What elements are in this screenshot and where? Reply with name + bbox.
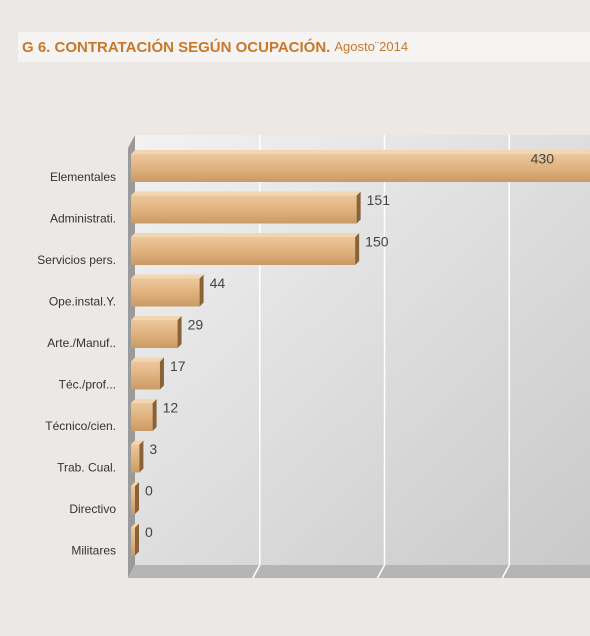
value-label: 0: [145, 524, 153, 540]
bar: [131, 237, 356, 265]
bar: [131, 195, 357, 224]
title-sub: Agosto¨2014: [334, 39, 408, 54]
bars: [131, 150, 590, 556]
y-tick-label: Trab. Cual.: [57, 461, 116, 475]
y-tick-label: Elementales: [50, 170, 116, 184]
labels: Elementales 430 Administrati. 151 Servicios …: [37, 151, 554, 558]
bar-top: [131, 191, 361, 196]
value-label: 12: [163, 400, 179, 416]
bar-top: [131, 482, 139, 486]
bar: [131, 403, 153, 431]
bar: [131, 361, 160, 390]
bar-top: [131, 150, 590, 154]
bar: [131, 278, 200, 307]
bar-end: [135, 523, 139, 556]
value-label: 0: [145, 483, 153, 499]
bar-top: [131, 440, 144, 445]
value-label: 17: [170, 358, 186, 374]
value-label: 44: [210, 275, 226, 291]
value-label: 150: [365, 234, 389, 250]
bar: [131, 444, 140, 473]
value-label: 151: [367, 192, 391, 208]
value-label: 3: [149, 441, 157, 457]
bar-top: [131, 523, 139, 528]
bar: [131, 320, 178, 348]
y-tick-label: Directivo: [69, 502, 116, 516]
bar-end: [177, 316, 182, 348]
bar-end: [355, 233, 360, 265]
bar-end: [356, 191, 361, 224]
chart-title: G 6. CONTRATACIÓN SEGÚN OCUPACIÓN. Agosto…: [22, 38, 408, 56]
y-tick-label: Técnico/cien.: [45, 419, 116, 433]
value-label: 430: [531, 151, 555, 167]
bar-end: [135, 482, 139, 514]
floor-line: [252, 564, 261, 579]
bar: [131, 527, 135, 556]
bar-top: [131, 274, 204, 279]
bar: [131, 154, 590, 182]
y-tick-label: Servicios pers.: [37, 253, 116, 267]
title-strip: [18, 32, 590, 62]
bar: [131, 486, 135, 514]
floor: [128, 565, 590, 578]
bar-top: [131, 399, 157, 403]
y-tick-label: Ope.instal.Y.: [49, 295, 116, 309]
bar-end: [199, 274, 204, 307]
bar-top: [131, 357, 164, 362]
y-tick-label: Arte./Manuf..: [47, 336, 116, 350]
value-label: 29: [188, 317, 204, 333]
y-tick-label: Administrati.: [50, 212, 116, 226]
y-tick-label: Téc./prof...: [59, 378, 116, 392]
y-tick-label: Militares: [71, 544, 116, 558]
bar-top: [131, 316, 182, 320]
bar-end: [152, 399, 157, 431]
bar-top: [131, 233, 360, 237]
floor-line: [501, 564, 510, 579]
floor-line: [376, 564, 386, 579]
bar-end: [159, 357, 164, 390]
bar-end: [139, 440, 144, 473]
title-main: G 6. CONTRATACIÓN SEGÚN OCUPACIÓN.: [22, 38, 330, 56]
